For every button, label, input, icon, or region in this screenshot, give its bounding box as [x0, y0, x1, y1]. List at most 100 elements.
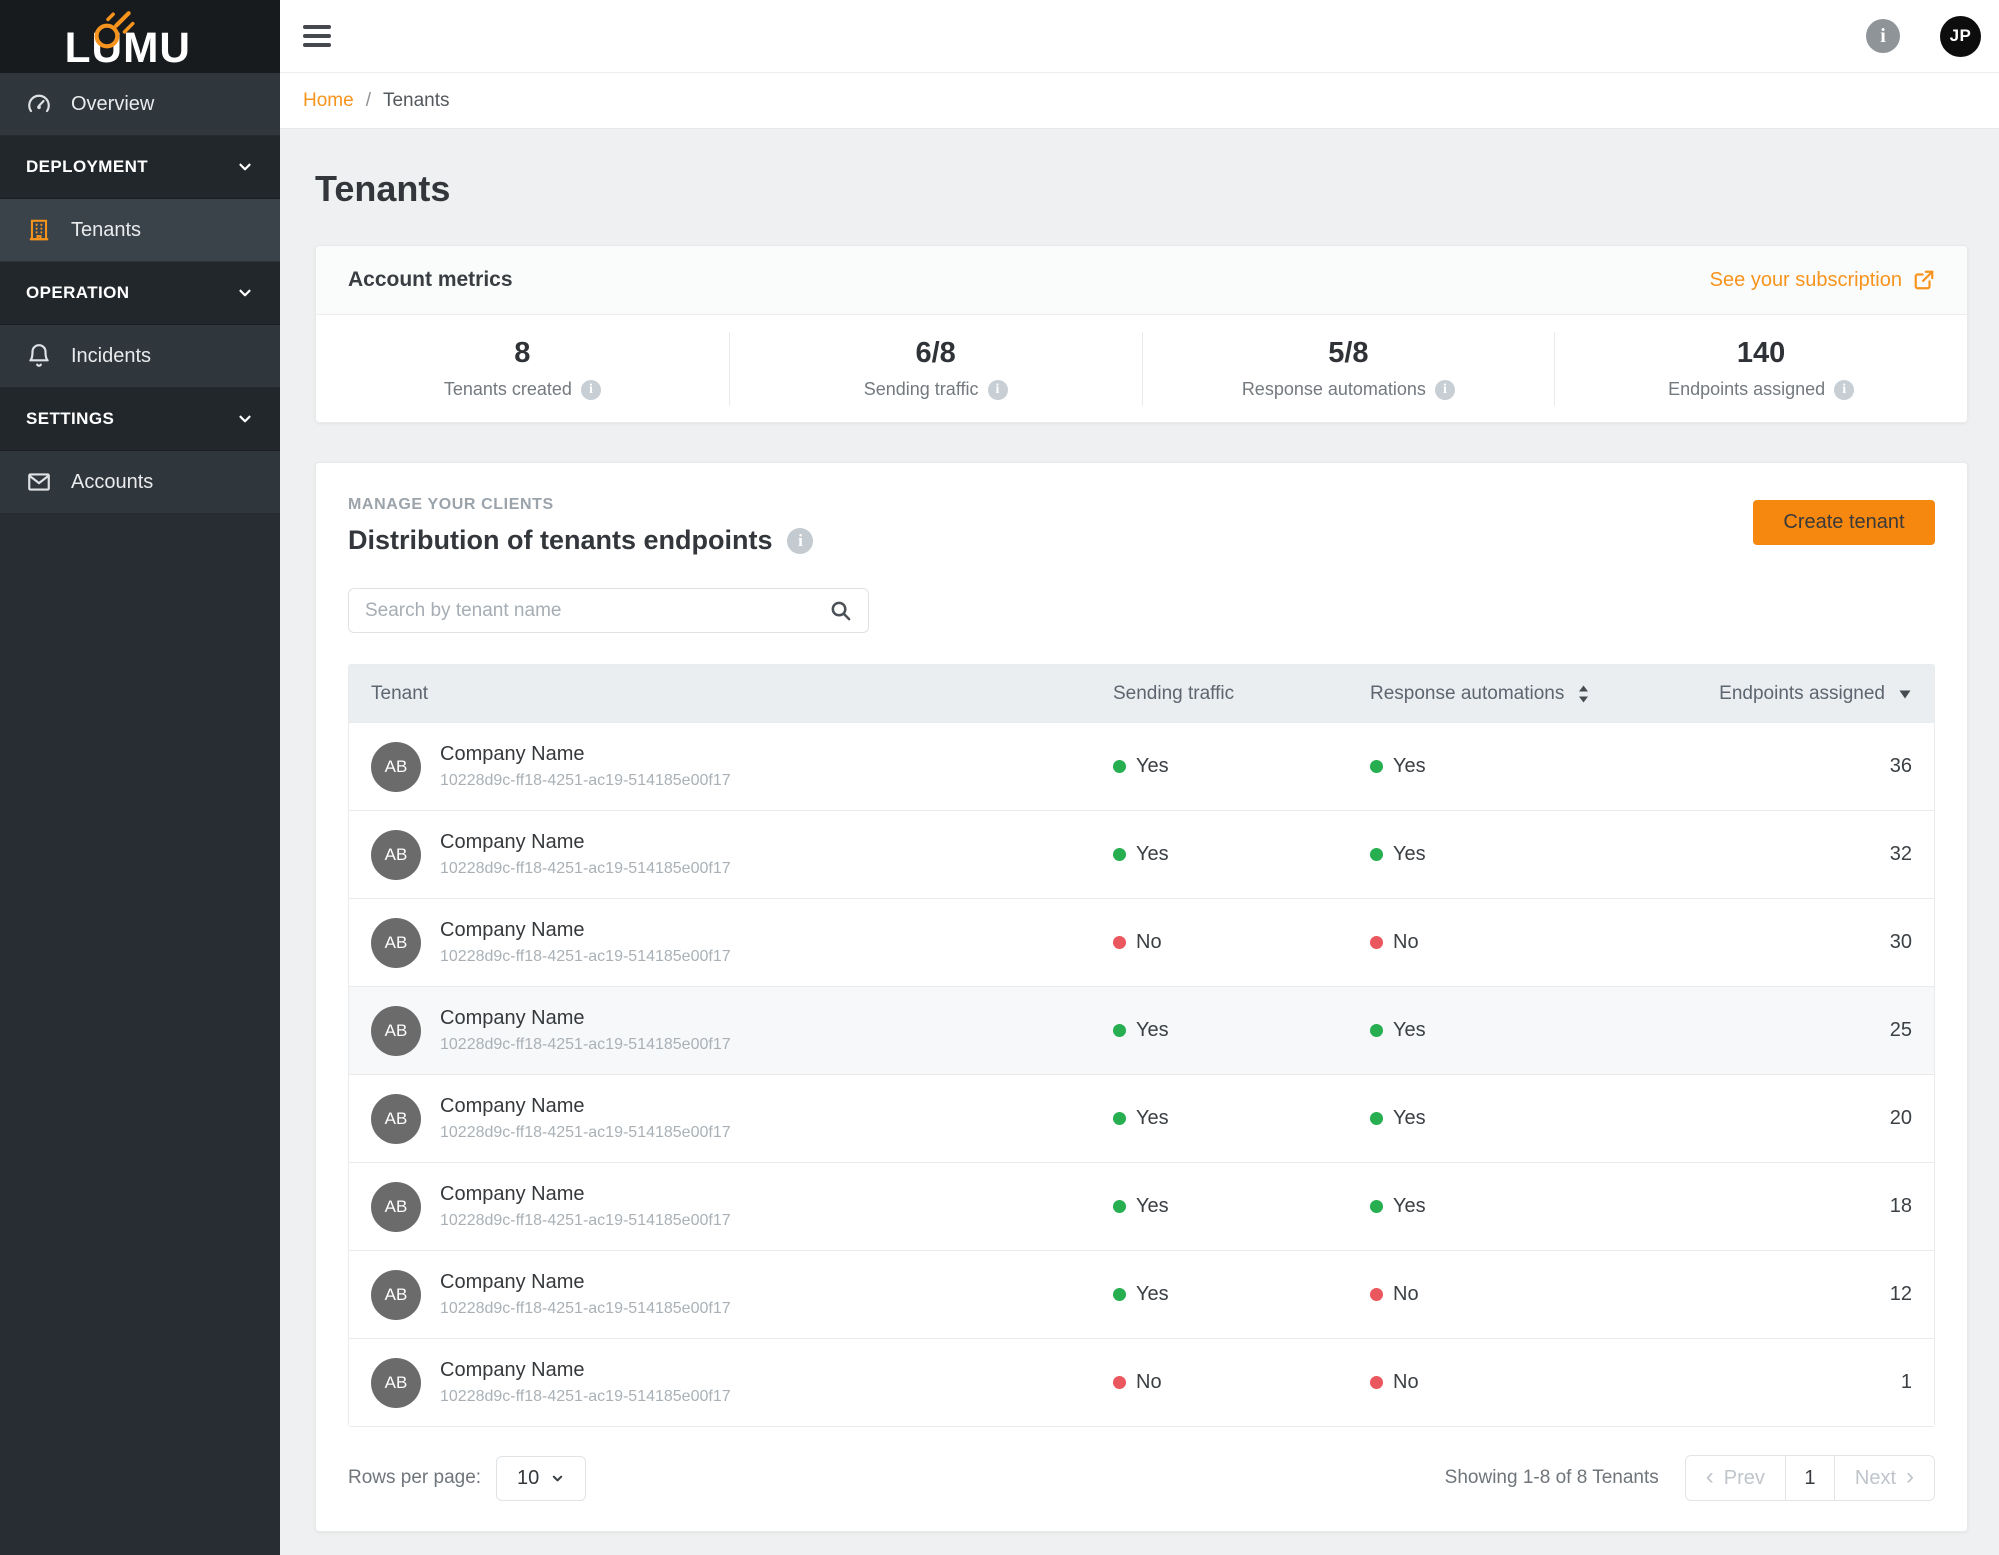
sidebar-section-label: SETTINGS	[26, 409, 115, 428]
tenant-id: 10228d9c-ff18-4251-ac19-514185e00f17	[440, 1300, 731, 1317]
tenant-cell: AB Company Name 10228d9c-ff18-4251-ac19-51…	[349, 1093, 1113, 1144]
status-value: Yes	[1393, 1107, 1426, 1129]
endpoints-assigned-value: 20	[1889, 1107, 1912, 1129]
column-header-response-automations[interactable]: Response automations	[1370, 683, 1670, 705]
sidebar-section-operation[interactable]: OPERATION	[0, 262, 280, 325]
search-icon[interactable]	[829, 599, 852, 622]
status-value: Yes	[1136, 1019, 1169, 1041]
status-dot-icon	[1370, 760, 1383, 773]
status-value: Yes	[1136, 1283, 1169, 1305]
sending-traffic-cell: No	[1113, 1371, 1370, 1394]
info-icon[interactable]: i	[1834, 379, 1855, 400]
metric-value: 5/8	[1328, 337, 1369, 369]
response-automations-cell: Yes	[1370, 1019, 1670, 1042]
response-automations-cell: No	[1370, 931, 1670, 954]
sidebar-item-label: Incidents	[71, 344, 152, 367]
status-dot-icon	[1113, 1024, 1126, 1037]
status-dot-icon	[1113, 848, 1126, 861]
table-row[interactable]: AB Company Name 10228d9c-ff18-4251-ac19-51…	[349, 1162, 1934, 1250]
status-dot-icon	[1370, 1288, 1383, 1301]
response-automations-cell: Yes	[1370, 843, 1670, 866]
response-automations-cell: Yes	[1370, 1195, 1670, 1218]
sidebar-item-tenants[interactable]: Tenants	[0, 199, 280, 262]
tenant-cell: AB Company Name 10228d9c-ff18-4251-ac19-51…	[349, 1005, 1113, 1056]
chevron-left-icon: ‹	[1705, 1463, 1714, 1490]
metric: 5/8 Response automations i	[1141, 332, 1555, 406]
endpoints-assigned-value: 30	[1889, 931, 1912, 953]
tenant-name: Company Name	[440, 743, 585, 765]
sidebar: LUMU Overview DEPLOYMENT Tenants OPERATION I…	[0, 0, 280, 1555]
table-row[interactable]: AB Company Name 10228d9c-ff18-4251-ac19-51…	[349, 1250, 1934, 1338]
status-value: Yes	[1136, 843, 1169, 865]
search-input[interactable]	[365, 599, 829, 622]
tenant-cell: AB Company Name 10228d9c-ff18-4251-ac19-51…	[349, 1181, 1113, 1232]
tenants-table: Tenant Sending traffic Response automati…	[348, 664, 1935, 1427]
sidebar-item-overview[interactable]: Overview	[0, 73, 280, 136]
status-dot-icon	[1113, 1376, 1126, 1389]
status-dot-icon	[1113, 1112, 1126, 1125]
sending-traffic-cell: No	[1113, 931, 1370, 954]
user-avatar[interactable]: JP	[1940, 15, 1981, 57]
metric-label: Sending traffic	[863, 379, 979, 399]
table-header: Tenant Sending traffic Response automati…	[349, 665, 1934, 722]
status-dot-icon	[1370, 1112, 1383, 1125]
sidebar-item-accounts[interactable]: Accounts	[0, 451, 280, 514]
next-page-button[interactable]: Next ›	[1854, 1463, 1914, 1490]
endpoints-assigned-value: 36	[1889, 755, 1912, 777]
table-row[interactable]: AB Company Name 10228d9c-ff18-4251-ac19-51…	[349, 722, 1934, 810]
tenant-name: Company Name	[440, 1095, 585, 1117]
metric: 8 Tenants created i	[316, 332, 729, 406]
response-automations-cell: Yes	[1370, 755, 1670, 778]
create-tenant-button[interactable]: Create tenant	[1753, 500, 1935, 545]
rows-per-page-select[interactable]: 10	[496, 1455, 587, 1501]
tenant-id: 10228d9c-ff18-4251-ac19-514185e00f17	[440, 1036, 731, 1053]
endpoints-assigned-value: 1	[1900, 1371, 1912, 1393]
info-icon[interactable]: i	[987, 379, 1008, 400]
response-automations-cell: No	[1370, 1283, 1670, 1306]
lumu-logo[interactable]: LUMU	[0, 0, 280, 73]
see-subscription-link[interactable]: See your subscription	[1710, 269, 1935, 292]
menu-icon[interactable]	[303, 20, 331, 53]
endpoints-assigned-value: 32	[1889, 843, 1912, 865]
info-icon[interactable]: i	[787, 527, 814, 554]
metric: 140 Endpoints assigned i	[1554, 332, 1967, 406]
prev-page-button[interactable]: ‹ Prev	[1705, 1463, 1765, 1490]
tenant-id: 10228d9c-ff18-4251-ac19-514185e00f17	[440, 1388, 731, 1405]
response-automations-cell: No	[1370, 1371, 1670, 1394]
breadcrumb-current: Tenants	[382, 89, 450, 111]
info-icon[interactable]: i	[1866, 19, 1900, 53]
table-row[interactable]: AB Company Name 10228d9c-ff18-4251-ac19-51…	[349, 1074, 1934, 1162]
tenant-avatar: AB	[371, 1093, 421, 1144]
status-value: Yes	[1393, 755, 1426, 777]
building-icon	[26, 217, 52, 243]
tenant-id: 10228d9c-ff18-4251-ac19-514185e00f17	[440, 1124, 731, 1141]
metric-label: Tenants created	[443, 379, 572, 399]
metric: 6/8 Sending traffic i	[728, 332, 1142, 406]
column-header-endpoints-assigned[interactable]: Endpoints assigned	[1670, 683, 1934, 705]
status-dot-icon	[1113, 936, 1126, 949]
external-link-icon	[1914, 270, 1934, 290]
info-icon[interactable]: i	[580, 379, 601, 400]
pagination: ‹ Prev 1 Next ›	[1684, 1455, 1935, 1501]
sidebar-section-deployment[interactable]: DEPLOYMENT	[0, 136, 280, 199]
tenant-cell: AB Company Name 10228d9c-ff18-4251-ac19-51…	[349, 829, 1113, 880]
table-row[interactable]: AB Company Name 10228d9c-ff18-4251-ac19-51…	[349, 898, 1934, 986]
tenants-card: MANAGE YOUR CLIENTS Distribution of tena…	[315, 462, 1968, 1532]
metric-value: 6/8	[915, 337, 956, 369]
table-row[interactable]: AB Company Name 10228d9c-ff18-4251-ac19-51…	[349, 1338, 1934, 1426]
tenant-name: Company Name	[440, 1271, 585, 1293]
tenant-id: 10228d9c-ff18-4251-ac19-514185e00f17	[440, 1212, 731, 1229]
chevron-down-icon	[236, 410, 254, 428]
rows-per-page-value: 10	[516, 1466, 540, 1489]
table-row[interactable]: AB Company Name 10228d9c-ff18-4251-ac19-51…	[349, 810, 1934, 898]
sidebar-item-incidents[interactable]: Incidents	[0, 325, 280, 388]
page-number[interactable]: 1	[1784, 1456, 1835, 1500]
sort-desc-icon	[1898, 689, 1912, 699]
chevron-down-icon	[236, 284, 254, 302]
status-dot-icon	[1370, 1024, 1383, 1037]
info-icon[interactable]: i	[1434, 379, 1455, 400]
status-value: No	[1393, 931, 1419, 953]
breadcrumb-home-link[interactable]: Home	[303, 89, 354, 111]
sidebar-section-settings[interactable]: SETTINGS	[0, 388, 280, 451]
table-row[interactable]: AB Company Name 10228d9c-ff18-4251-ac19-51…	[349, 986, 1934, 1074]
